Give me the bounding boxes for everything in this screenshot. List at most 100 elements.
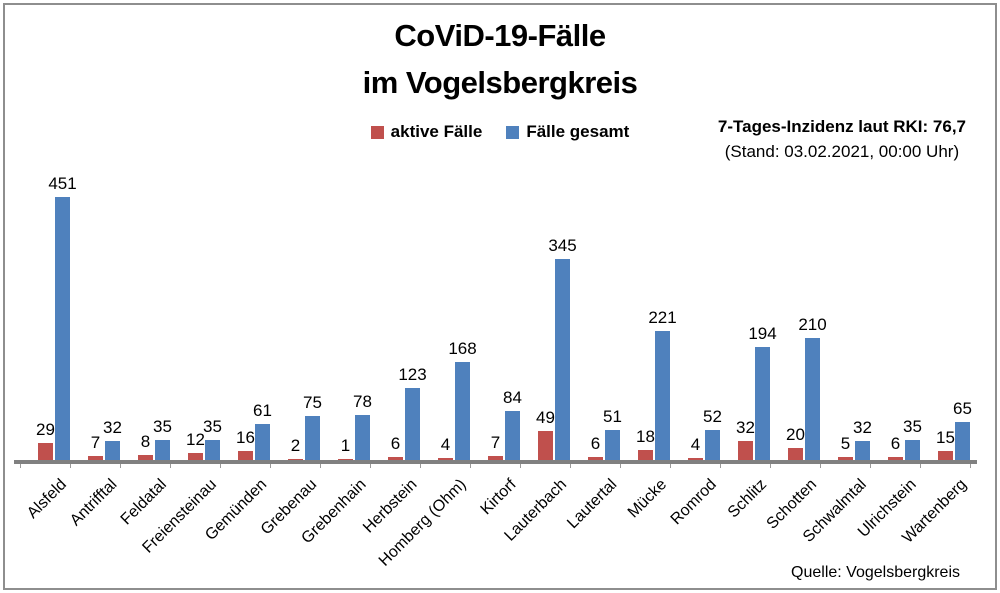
x-axis-tick xyxy=(470,464,471,468)
x-axis-tick xyxy=(520,464,521,468)
bar-falle-gesamt-mucke: 221 xyxy=(648,197,677,460)
x-axis-tick xyxy=(20,464,21,468)
bar-group-lautertal: 6 51 xyxy=(570,197,622,460)
incidence-value: 7-Tages-Inzidenz laut RKI: 76,7 xyxy=(717,117,966,136)
chart-frame-border xyxy=(3,3,997,590)
bar-value-falle-gesamt-grebenhain: 78 xyxy=(353,392,372,411)
bar-fill-falle-gesamt-schotten xyxy=(805,338,820,460)
bar-fill-falle-gesamt-mucke xyxy=(655,331,670,460)
bar-group-schwalmtal: 5 32 xyxy=(820,197,872,460)
bar-aktive-falle-schotten: 20 xyxy=(786,197,805,460)
bar-group-schlitz: 32 194 xyxy=(720,197,777,460)
bar-value-aktive-falle-schlitz: 32 xyxy=(736,418,755,437)
bar-falle-gesamt-antrifftal: 32 xyxy=(103,197,122,460)
bar-value-aktive-falle-romrod: 4 xyxy=(690,435,701,454)
bar-aktive-falle-schwalmtal: 5 xyxy=(838,197,853,460)
bar-aktive-falle-grebenau: 2 xyxy=(288,197,303,460)
incidence-timestamp: (Stand: 03.02.2021, 00:00 Uhr) xyxy=(724,142,960,161)
bar-falle-gesamt-wartenberg: 65 xyxy=(953,197,972,460)
x-axis-tick xyxy=(320,464,321,468)
bar-value-falle-gesamt-wartenberg: 65 xyxy=(953,399,972,418)
bar-value-falle-gesamt-ulrichstein: 35 xyxy=(903,417,922,436)
bar-fill-aktive-falle-lautertal xyxy=(588,457,603,460)
bar-value-falle-gesamt-lautertal: 51 xyxy=(603,407,622,426)
bar-value-falle-gesamt-kirtorf: 84 xyxy=(503,388,522,407)
bar-fill-aktive-falle-grebenhain xyxy=(338,459,353,460)
bar-fill-falle-gesamt-gemunden xyxy=(255,424,270,460)
x-axis-tick xyxy=(420,464,421,468)
bar-group-feldatal: 8 35 xyxy=(120,197,172,460)
bar-fill-aktive-falle-gemunden xyxy=(238,451,253,460)
bar-aktive-falle-romrod: 4 xyxy=(688,197,703,460)
bar-group-grebenau: 2 75 xyxy=(270,197,322,460)
bar-value-falle-gesamt-alsfeld: 451 xyxy=(48,174,77,193)
bar-value-aktive-falle-grebenhain: 1 xyxy=(340,436,351,455)
bar-value-aktive-falle-gemunden: 16 xyxy=(236,428,255,447)
bar-value-aktive-falle-mucke: 18 xyxy=(636,427,655,446)
bar-value-falle-gesamt-herbstein: 123 xyxy=(398,365,427,384)
bar-fill-aktive-falle-schwalmtal xyxy=(838,457,853,460)
bar-fill-falle-gesamt-feldatal xyxy=(155,440,170,460)
bar-fill-falle-gesamt-schlitz xyxy=(755,347,770,460)
bar-fill-aktive-falle-romrod xyxy=(688,458,703,460)
bar-group-schotten: 20 210 xyxy=(770,197,827,460)
bar-value-falle-gesamt-lauterbach: 345 xyxy=(548,236,577,255)
bar-aktive-falle-antrifftal: 7 xyxy=(88,197,103,460)
x-axis-tick xyxy=(820,464,821,468)
bar-fill-falle-gesamt-lauterbach xyxy=(555,259,570,460)
bar-falle-gesamt-schwalmtal: 32 xyxy=(853,197,872,460)
source-credit: Quelle: Vogelsbergkreis xyxy=(791,564,960,581)
x-axis-tick xyxy=(170,464,171,468)
bar-falle-gesamt-lauterbach: 345 xyxy=(548,197,577,460)
bar-fill-falle-gesamt-schwalmtal xyxy=(855,441,870,460)
bar-falle-gesamt-feldatal: 35 xyxy=(153,197,172,460)
bar-group-gemunden: 16 61 xyxy=(220,197,272,460)
bar-aktive-falle-grebenhain: 1 xyxy=(338,197,353,460)
bar-aktive-falle-herbstein: 6 xyxy=(388,197,403,460)
bar-falle-gesamt-grebenhain: 78 xyxy=(353,197,372,460)
bar-value-aktive-falle-herbstein: 6 xyxy=(390,434,401,453)
bar-value-aktive-falle-lautertal: 6 xyxy=(590,434,601,453)
x-axis-tick xyxy=(220,464,221,468)
bar-value-falle-gesamt-grebenau: 75 xyxy=(303,393,322,412)
bar-group-mucke: 18 221 xyxy=(620,197,677,460)
bar-fill-falle-gesamt-freiensteinau xyxy=(205,440,220,460)
bar-fill-aktive-falle-freiensteinau xyxy=(188,453,203,460)
bar-fill-falle-gesamt-alsfeld xyxy=(55,197,70,460)
x-axis-tick xyxy=(620,464,621,468)
bar-aktive-falle-mucke: 18 xyxy=(636,197,655,460)
x-axis-tick xyxy=(670,464,671,468)
bar-value-falle-gesamt-romrod: 52 xyxy=(703,407,722,426)
bar-fill-aktive-falle-homberg-ohm xyxy=(438,458,453,460)
x-axis-tick xyxy=(70,464,71,468)
chart-title-line1: CoViD-19-Fälle xyxy=(394,18,606,53)
x-axis-tick xyxy=(570,464,571,468)
bar-fill-falle-gesamt-wartenberg xyxy=(955,422,970,460)
bar-value-aktive-falle-freiensteinau: 12 xyxy=(186,430,205,449)
bar-falle-gesamt-schotten: 210 xyxy=(798,197,827,460)
bar-value-falle-gesamt-feldatal: 35 xyxy=(153,417,172,436)
bar-falle-gesamt-schlitz: 194 xyxy=(748,197,777,460)
x-axis-tick xyxy=(270,464,271,468)
bar-fill-falle-gesamt-kirtorf xyxy=(505,411,520,460)
bar-value-falle-gesamt-mucke: 221 xyxy=(648,308,677,327)
x-axis-tick xyxy=(720,464,721,468)
bar-group-freiensteinau: 12 35 xyxy=(170,197,222,460)
x-axis-tick xyxy=(370,464,371,468)
bar-value-falle-gesamt-schwalmtal: 32 xyxy=(853,418,872,437)
bar-group-antrifftal: 7 32 xyxy=(70,197,122,460)
bar-falle-gesamt-alsfeld: 451 xyxy=(48,174,77,460)
x-axis-tick xyxy=(770,464,771,468)
bar-value-aktive-falle-schwalmtal: 5 xyxy=(840,434,851,453)
x-axis-tick xyxy=(870,464,871,468)
bar-falle-gesamt-gemunden: 61 xyxy=(253,197,272,460)
bar-falle-gesamt-romrod: 52 xyxy=(703,197,722,460)
x-axis-tick xyxy=(920,464,921,468)
bar-group-ulrichstein: 6 35 xyxy=(870,197,922,460)
bar-aktive-falle-ulrichstein: 6 xyxy=(888,197,903,460)
legend-item-falle-gesamt: Fälle gesamt xyxy=(506,122,629,142)
bar-group-kirtorf: 7 84 xyxy=(470,197,522,460)
bar-value-falle-gesamt-homberg-ohm: 168 xyxy=(448,339,477,358)
bar-aktive-falle-gemunden: 16 xyxy=(236,197,255,460)
